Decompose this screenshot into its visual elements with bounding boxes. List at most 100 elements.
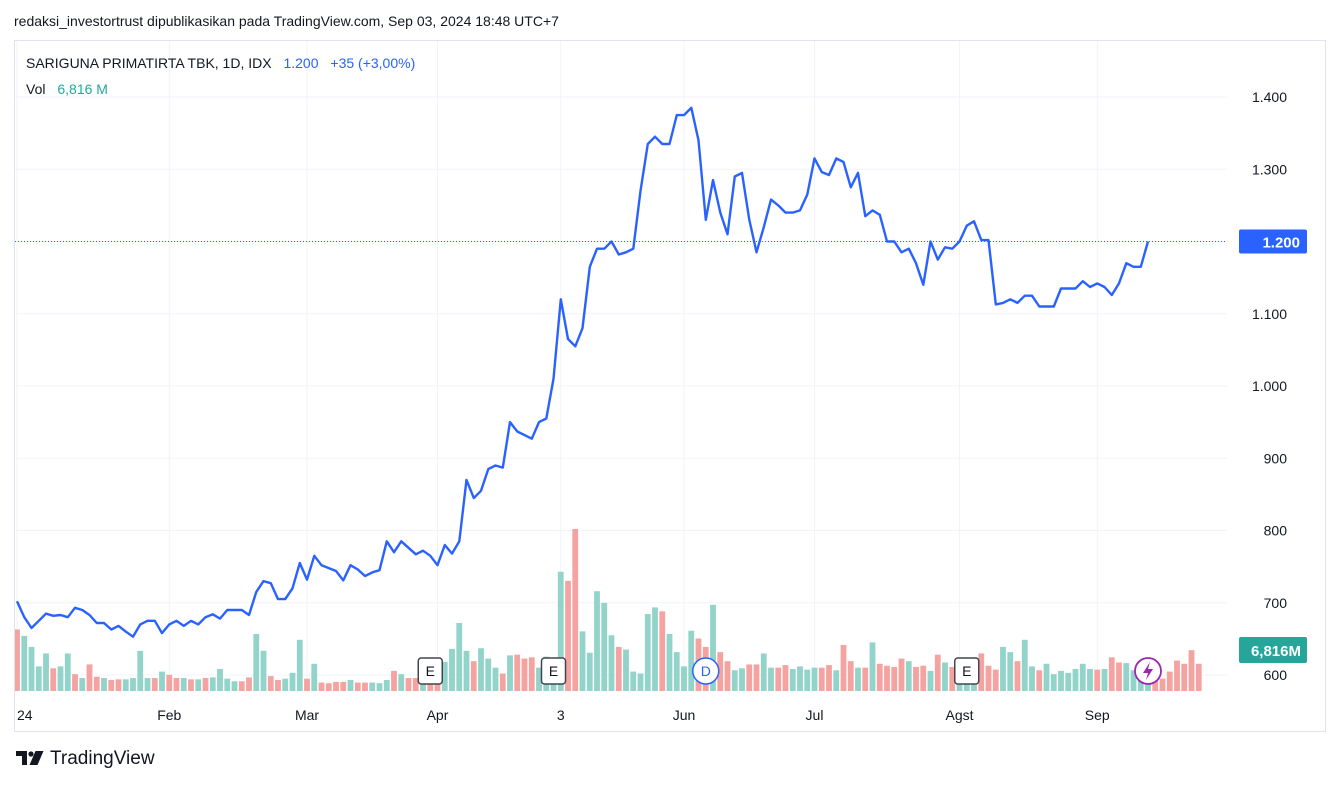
volume-bar	[666, 633, 673, 691]
volume-bar	[891, 667, 898, 691]
volume-bar	[934, 654, 941, 691]
volume-bar	[144, 678, 151, 691]
volume-bar	[869, 642, 876, 691]
y-axis-tick-label: 900	[1264, 450, 1288, 466]
volume-bar	[1181, 663, 1188, 691]
volume-bar	[913, 667, 919, 691]
volume-bar	[659, 611, 666, 691]
volume-bar	[1036, 670, 1043, 691]
earnings-marker-label: E	[962, 663, 971, 679]
volume-bar	[43, 653, 49, 691]
volume-bar	[637, 673, 644, 691]
volume-bar	[804, 669, 811, 691]
volume-bar	[188, 679, 194, 691]
footer-brand[interactable]: TradingView	[16, 748, 155, 770]
volume-bar	[731, 670, 738, 691]
volume-legend: Vol 6,816 M	[26, 81, 108, 97]
volume-bar	[811, 667, 818, 691]
volume-bar	[15, 629, 20, 691]
volume-bar	[478, 648, 484, 691]
volume-bar	[1072, 668, 1079, 691]
volume-bar	[630, 671, 637, 691]
volume-bar	[130, 678, 136, 691]
volume-bar	[507, 655, 513, 691]
volume-bar	[1152, 676, 1159, 691]
tradingview-logo-icon	[16, 751, 44, 765]
volume-bar	[514, 654, 521, 691]
volume-bar	[1195, 663, 1202, 691]
last-price-value: 1.200	[283, 55, 319, 71]
volume-bar	[72, 674, 78, 691]
volume-bar	[318, 682, 325, 691]
volume-bar	[1079, 663, 1086, 691]
volume-bar	[28, 646, 35, 691]
volume-bar	[927, 670, 934, 691]
volume-bar	[862, 667, 869, 691]
volume-bar	[855, 667, 861, 691]
volume-bar	[499, 673, 506, 691]
volume-bar	[681, 666, 687, 691]
volume-bar	[601, 602, 608, 691]
volume-bar	[768, 667, 774, 691]
y-axis-tick-label: 1.300	[1252, 161, 1287, 177]
publish-info: redaksi_investortrust dipublikasikan pad…	[14, 13, 559, 29]
volume-bar	[485, 658, 492, 691]
volume-bar	[1166, 671, 1173, 691]
volume-bar	[405, 678, 412, 691]
volume-bar	[173, 678, 180, 691]
volume-bar	[920, 665, 927, 691]
volume-bar	[391, 670, 397, 691]
volume-bar	[673, 652, 680, 691]
volume-label[interactable]: Vol	[26, 81, 46, 97]
volume-bar	[1014, 661, 1021, 691]
volume-bar	[1043, 663, 1050, 691]
x-axis-tick-label: Mar	[295, 707, 319, 723]
volume-bar	[688, 630, 695, 691]
price-chart[interactable]: E E D E 600 700 800 900 1.000 1.100 1.200 1.300 1.40…	[15, 41, 1327, 733]
volume-bar	[209, 677, 216, 691]
volume-bar	[615, 646, 622, 691]
x-axis-tick-label: Agst	[945, 707, 973, 723]
volume-bar	[608, 635, 615, 691]
volume-bar	[797, 666, 803, 691]
volume-bar	[1188, 650, 1195, 691]
earnings-marker	[540, 657, 567, 685]
chart-frame[interactable]: E E D E 600 700 800 900 1.000 1.100 1.200 1.300 1.40…	[14, 40, 1326, 732]
volume-bar	[521, 658, 528, 691]
volume-bar	[528, 657, 535, 691]
volume-bar	[115, 679, 122, 691]
volume-bar	[818, 667, 825, 691]
volume-bar	[57, 666, 64, 691]
x-axis-tick-label: Jun	[673, 707, 696, 723]
volume-bar	[905, 661, 912, 691]
volume-badge	[1239, 637, 1307, 663]
y-axis-tick-label: 1.400	[1252, 89, 1287, 105]
volume-bar	[1050, 674, 1057, 691]
x-axis-tick-label: Jul	[806, 707, 824, 723]
volume-bar	[159, 671, 165, 691]
volume-bar	[122, 679, 129, 691]
x-axis-tick-label: Feb	[157, 707, 181, 723]
symbol-title[interactable]: SARIGUNA PRIMATIRTA TBK, 1D, IDX	[26, 55, 272, 71]
volume-bar	[296, 639, 303, 691]
volume-bar	[623, 649, 629, 691]
volume-bar	[775, 667, 782, 691]
volume-bar	[470, 661, 477, 691]
price-series-line	[15, 106, 1150, 638]
volume-bar	[238, 681, 245, 691]
volume-bar	[1029, 666, 1035, 691]
volume-bar	[151, 678, 158, 691]
y-axis-tick-label: 600	[1264, 667, 1288, 683]
volume-bar	[572, 529, 579, 691]
volume-bar	[949, 667, 956, 691]
volume-bar	[441, 661, 448, 691]
volume-bar	[449, 648, 455, 691]
volume-bar	[992, 669, 999, 691]
volume-bar	[86, 664, 93, 691]
volume-bar	[847, 661, 854, 691]
volume-bar	[463, 650, 470, 691]
volume-bar	[420, 683, 426, 691]
volume-bar	[652, 607, 658, 691]
volume-bar	[557, 571, 564, 691]
earnings-marker	[954, 657, 980, 685]
